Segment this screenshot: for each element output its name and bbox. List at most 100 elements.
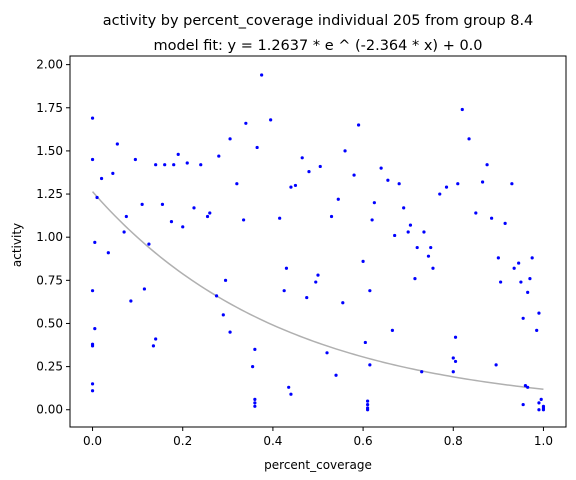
data-point — [429, 245, 433, 250]
data-point — [242, 218, 246, 222]
data-point — [415, 245, 419, 250]
data-point — [235, 182, 239, 186]
data-point — [397, 182, 401, 186]
data-point — [115, 142, 119, 146]
data-point — [444, 185, 449, 189]
data-point — [372, 201, 376, 205]
data-point — [208, 211, 212, 215]
data-point — [521, 402, 525, 407]
data-point — [363, 340, 367, 345]
data-point — [517, 261, 521, 265]
data-point — [172, 163, 176, 167]
data-point — [90, 344, 95, 348]
data-point — [366, 402, 370, 407]
data-point — [253, 397, 257, 401]
data-point — [282, 289, 286, 293]
data-point — [499, 280, 503, 284]
data-point — [199, 163, 203, 167]
data-point — [160, 202, 165, 206]
data-point — [541, 408, 546, 412]
data-point — [386, 178, 390, 182]
data-point — [526, 385, 530, 389]
data-point — [408, 223, 413, 227]
data-point — [90, 389, 95, 393]
data-point — [169, 220, 174, 224]
fit-curve — [91, 191, 544, 390]
data-point — [129, 299, 133, 303]
data-point — [336, 197, 340, 201]
data-point — [329, 214, 334, 219]
y-tick-label: 0.75 — [36, 273, 63, 287]
x-axis-label: percent_coverage — [264, 458, 372, 472]
data-point — [289, 185, 293, 189]
data-point — [111, 171, 115, 175]
data-point — [456, 182, 460, 186]
data-point — [460, 107, 464, 112]
data-point — [422, 230, 426, 234]
data-point — [438, 192, 442, 196]
data-point — [147, 242, 151, 246]
fit-curve-layer — [91, 191, 544, 390]
data-point — [361, 259, 365, 263]
data-point — [496, 256, 500, 260]
data-point — [510, 182, 514, 186]
data-point — [253, 401, 257, 405]
data-point — [151, 344, 156, 348]
data-point — [90, 116, 95, 120]
x-axis-ticks: 0.0 0.2 0.4 0.6 0.8 1.0 — [83, 427, 553, 448]
data-point — [366, 399, 370, 403]
x-tick-label: 1.0 — [534, 434, 553, 448]
data-points-layer — [90, 73, 546, 412]
data-point — [214, 294, 219, 298]
data-point — [300, 156, 304, 160]
x-tick-label: 0.8 — [444, 434, 463, 448]
data-point — [255, 145, 259, 150]
data-point — [379, 166, 383, 170]
data-point — [318, 164, 322, 169]
y-tick-label: 2.00 — [36, 58, 63, 72]
data-point — [406, 230, 410, 234]
data-point — [122, 230, 126, 234]
data-point — [368, 363, 372, 367]
data-point — [133, 157, 137, 162]
data-point — [154, 337, 158, 341]
data-point — [453, 359, 458, 364]
chart-title: activity by percent_coverage individual … — [103, 13, 534, 29]
data-point — [480, 180, 485, 184]
data-point — [95, 195, 99, 200]
y-tick-label: 1.00 — [36, 230, 63, 244]
data-point — [494, 363, 498, 367]
data-point — [260, 73, 264, 77]
y-tick-label: 1.75 — [36, 101, 63, 115]
data-point — [140, 202, 144, 206]
data-point — [431, 266, 435, 270]
data-point — [287, 385, 291, 389]
data-point — [370, 218, 374, 222]
data-point — [366, 408, 370, 412]
data-point — [316, 273, 320, 277]
data-point — [221, 313, 225, 317]
data-point — [393, 233, 397, 238]
data-point — [402, 206, 406, 210]
y-axis-ticks: 0.00 0.25 0.50 0.75 1.00 1.25 1.50 1.75 2.00 — [36, 58, 70, 417]
data-point — [413, 277, 417, 281]
data-point — [341, 301, 345, 305]
data-point — [453, 335, 458, 339]
y-axis-label: activity — [10, 223, 24, 267]
data-point — [307, 170, 311, 174]
data-point — [93, 327, 97, 331]
data-point — [352, 173, 356, 177]
data-point — [537, 401, 541, 405]
data-point — [356, 123, 361, 127]
data-point — [474, 211, 478, 215]
data-point — [325, 351, 329, 355]
data-point — [289, 392, 293, 396]
data-point — [535, 328, 539, 332]
data-point — [90, 289, 95, 293]
data-point — [293, 183, 298, 188]
data-point — [305, 295, 309, 300]
data-point — [485, 163, 489, 167]
data-point — [223, 278, 228, 282]
data-point — [228, 330, 232, 334]
